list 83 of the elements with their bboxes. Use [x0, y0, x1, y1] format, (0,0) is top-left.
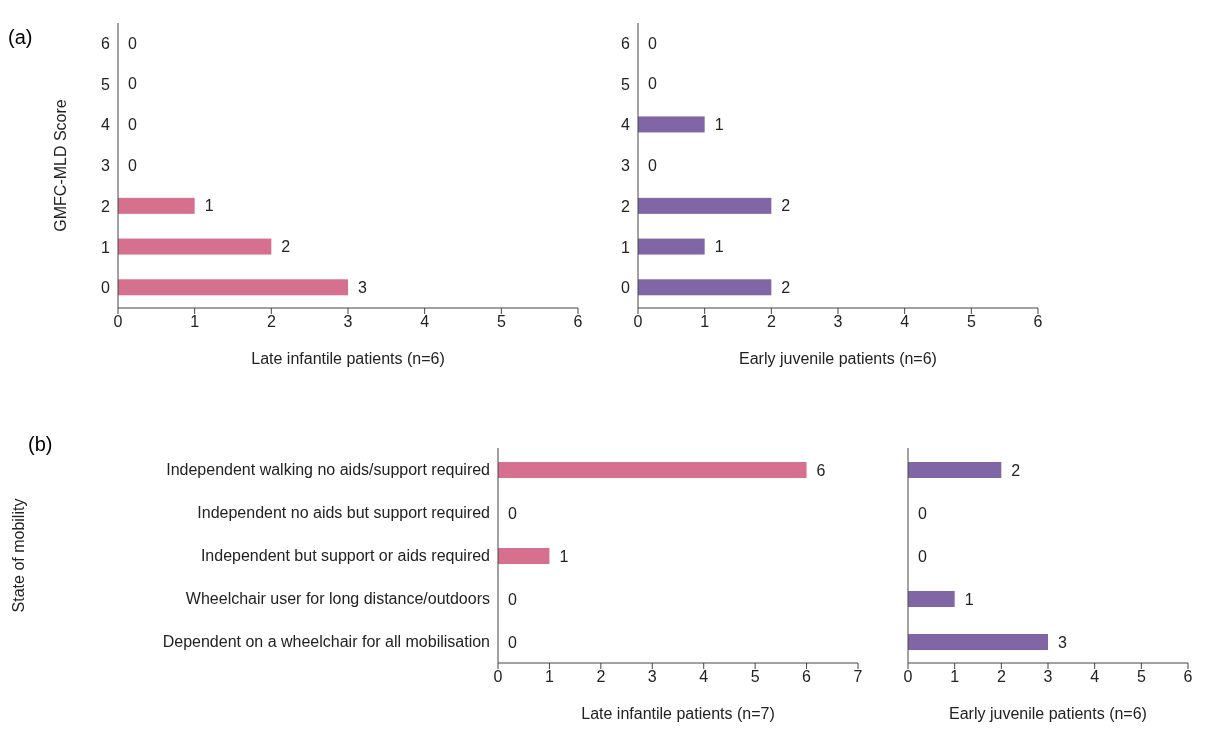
data-label: 0	[508, 633, 517, 651]
y-tick-label: 5	[101, 75, 111, 93]
x-axis-title: Late infantile patients (n=6)	[251, 350, 445, 367]
x-tick-label: 2	[596, 668, 606, 686]
x-tick-label: 5	[496, 313, 506, 331]
x-tick-label: 0	[633, 313, 643, 331]
bar	[908, 591, 955, 607]
data-label: 2	[781, 278, 791, 296]
x-axis-title: Late infantile patients (n=7)	[581, 705, 775, 722]
x-axis-title: Early juvenile patients (n=6)	[949, 705, 1147, 722]
data-label: 3	[358, 278, 367, 296]
data-label: 1	[714, 238, 724, 256]
y-tick-label: Independent walking no aids/support required	[166, 461, 490, 479]
x-tick-label: 5	[750, 668, 760, 686]
text: (a)	[8, 26, 33, 49]
data-label: 3	[1058, 633, 1067, 651]
data-label: 2	[281, 238, 291, 256]
y-tick-label: 1	[101, 238, 111, 256]
x-tick-label: 4	[420, 313, 430, 331]
y-tick-label: 6	[621, 35, 631, 53]
x-tick-label: 6	[1183, 668, 1193, 686]
y-tick-label: 4	[101, 116, 111, 134]
data-label: 2	[781, 197, 791, 215]
y-tick-label: Independent but support or aids required	[200, 547, 490, 565]
y-tick-label: 6	[101, 35, 111, 53]
x-tick-label: 2	[766, 313, 776, 331]
y-tick-label: Dependent on a wheelchair for all mobilisation	[162, 633, 490, 651]
x-tick-label: 5	[1136, 668, 1146, 686]
y-tick-label: 3	[621, 157, 631, 175]
y-tick-label: 5	[621, 75, 631, 93]
data-label: 1	[964, 590, 974, 608]
data-label: 0	[508, 504, 517, 522]
x-tick-label: 0	[113, 313, 123, 331]
x-tick-label: 1	[950, 668, 960, 686]
bar	[908, 462, 1002, 478]
x-axis-title: Early juvenile patients (n=6)	[739, 350, 937, 367]
x-tick-label: 6	[1033, 313, 1043, 331]
y-tick-label: Independent no aids but support required	[197, 504, 490, 522]
data-label: 0	[918, 504, 927, 522]
y-tick-label: Wheelchair user for long distance/outdoors	[185, 590, 490, 608]
y-tick-label: 0	[101, 279, 111, 297]
data-label: 0	[508, 590, 517, 608]
data-label: 0	[648, 75, 657, 93]
data-label: 0	[918, 547, 927, 565]
y-tick-label: 0	[621, 279, 631, 297]
data-label: 1	[559, 547, 569, 565]
x-tick-label: 1	[544, 668, 554, 686]
bar	[118, 279, 348, 296]
bar	[908, 634, 1048, 650]
data-label: 0	[128, 75, 137, 93]
x-tick-label: 0	[493, 668, 503, 686]
text: (b)	[28, 433, 53, 456]
y-tick-label: 2	[621, 197, 631, 215]
x-tick-label: 3	[833, 313, 843, 331]
data-label: 1	[714, 115, 724, 133]
y-tick-label: 2	[101, 197, 111, 215]
x-tick-label: 3	[1043, 668, 1053, 686]
x-tick-label: 6	[802, 668, 812, 686]
y-tick-label: 3	[101, 157, 111, 175]
x-tick-label: 7	[853, 668, 863, 686]
data-label: 0	[128, 115, 137, 133]
x-tick-label: 1	[700, 313, 710, 331]
data-label: 0	[128, 34, 137, 52]
x-tick-label: 4	[699, 668, 709, 686]
data-label: 2	[1011, 461, 1021, 479]
data-label: 6	[816, 461, 826, 479]
x-tick-label: 4	[900, 313, 910, 331]
bar	[118, 238, 272, 255]
x-tick-label: 4	[1090, 668, 1100, 686]
data-label: 0	[128, 156, 137, 174]
x-tick-label: 3	[647, 668, 657, 686]
y-axis-title: State of mobility	[9, 498, 27, 613]
data-label: 0	[648, 156, 657, 174]
y-tick-label: 4	[621, 116, 631, 134]
x-tick-label: 6	[573, 313, 583, 331]
x-tick-label: 2	[996, 668, 1006, 686]
x-tick-label: 2	[266, 313, 276, 331]
x-tick-label: 5	[966, 313, 976, 331]
y-axis-title: GMFC-MLD Score	[51, 99, 69, 232]
data-label: 0	[648, 34, 657, 52]
y-tick-label: 1	[621, 238, 631, 256]
x-tick-label: 0	[903, 668, 913, 686]
bar	[118, 197, 195, 214]
